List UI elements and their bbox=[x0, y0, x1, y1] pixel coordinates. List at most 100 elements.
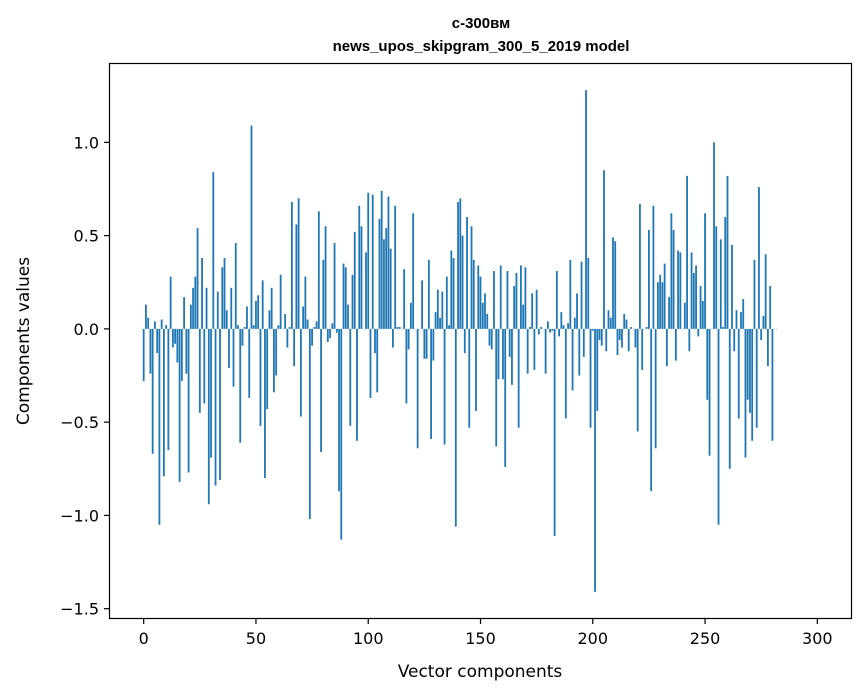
bar bbox=[165, 325, 168, 329]
x-axis-label: Vector components bbox=[398, 662, 563, 682]
bar bbox=[306, 319, 309, 329]
bar bbox=[194, 276, 197, 329]
bar bbox=[295, 224, 298, 329]
bar bbox=[452, 257, 455, 329]
bar bbox=[340, 328, 343, 540]
bar bbox=[717, 328, 720, 525]
bar bbox=[524, 267, 527, 329]
bar bbox=[241, 328, 244, 346]
bar bbox=[529, 327, 531, 329]
bar bbox=[708, 328, 711, 456]
chart-title-line-1: с-300вм bbox=[452, 15, 510, 32]
bar bbox=[648, 230, 650, 329]
bar bbox=[396, 327, 399, 329]
bar bbox=[264, 328, 266, 479]
bar bbox=[621, 328, 623, 348]
bar bbox=[313, 327, 316, 329]
bar bbox=[627, 328, 630, 352]
bar bbox=[156, 328, 159, 354]
bar bbox=[493, 271, 495, 329]
bar bbox=[439, 317, 441, 329]
bar bbox=[214, 328, 217, 486]
y-tick-label: 0.5 bbox=[74, 227, 99, 246]
bar bbox=[284, 313, 287, 329]
bar bbox=[630, 327, 632, 329]
bar bbox=[533, 328, 536, 370]
bar bbox=[663, 263, 666, 329]
bar bbox=[185, 328, 188, 374]
y-axis-label: Components values bbox=[14, 257, 34, 425]
bar bbox=[605, 328, 608, 352]
bar bbox=[472, 259, 475, 329]
bar bbox=[279, 274, 282, 329]
bar bbox=[573, 317, 576, 329]
bar bbox=[587, 257, 590, 329]
bar bbox=[753, 259, 756, 329]
bar bbox=[654, 328, 657, 449]
bar bbox=[612, 237, 614, 329]
bar bbox=[434, 312, 437, 329]
bar bbox=[760, 328, 763, 341]
bar bbox=[360, 226, 363, 329]
bar bbox=[699, 285, 702, 329]
bar bbox=[243, 327, 246, 329]
bar bbox=[216, 291, 219, 329]
bar bbox=[158, 328, 161, 525]
bar bbox=[558, 328, 560, 337]
bar bbox=[737, 328, 740, 419]
bar bbox=[145, 304, 147, 329]
bar bbox=[571, 328, 574, 391]
bar bbox=[398, 327, 401, 329]
bar bbox=[749, 328, 751, 413]
bar bbox=[367, 192, 370, 329]
bar bbox=[380, 190, 383, 329]
bar bbox=[201, 257, 203, 329]
bar bbox=[176, 328, 179, 363]
bar bbox=[560, 312, 563, 329]
bar bbox=[308, 328, 311, 520]
bar bbox=[277, 325, 280, 329]
bar bbox=[322, 259, 325, 329]
bar bbox=[304, 276, 307, 329]
bar bbox=[652, 205, 655, 329]
bar bbox=[576, 293, 578, 329]
x-tick-label: 200 bbox=[577, 629, 608, 648]
bar bbox=[481, 302, 484, 329]
bar bbox=[149, 328, 152, 374]
bar bbox=[672, 230, 675, 329]
x-axis-ticks: 0 50 100 150 200 250 300 bbox=[139, 618, 833, 648]
bar bbox=[728, 328, 731, 469]
bar bbox=[767, 328, 769, 367]
bar bbox=[387, 196, 390, 329]
bar bbox=[585, 90, 587, 329]
y-tick-label: −1.0 bbox=[60, 506, 99, 525]
bar bbox=[183, 297, 185, 329]
bar bbox=[430, 328, 432, 439]
bar bbox=[147, 317, 150, 329]
bar bbox=[659, 274, 662, 329]
bar bbox=[683, 302, 686, 329]
bar bbox=[250, 125, 253, 329]
bar bbox=[169, 276, 172, 329]
bar bbox=[713, 142, 715, 329]
bar bbox=[724, 216, 727, 329]
bar bbox=[171, 328, 174, 348]
bar bbox=[614, 241, 617, 329]
bar bbox=[461, 235, 464, 329]
bar bbox=[335, 328, 338, 333]
bar bbox=[210, 328, 212, 458]
bar bbox=[755, 328, 758, 428]
bar bbox=[704, 213, 706, 329]
bar bbox=[302, 306, 305, 329]
bar bbox=[234, 243, 237, 329]
y-tick-label: −1.5 bbox=[60, 600, 99, 619]
bar bbox=[221, 267, 224, 329]
bar bbox=[353, 231, 356, 329]
bar bbox=[506, 271, 509, 329]
bar bbox=[535, 289, 538, 329]
bar bbox=[333, 243, 336, 329]
bar bbox=[468, 328, 471, 428]
bar bbox=[580, 261, 583, 329]
bar bbox=[600, 328, 603, 346]
bar bbox=[625, 319, 628, 329]
